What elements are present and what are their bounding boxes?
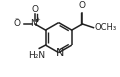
Text: O: O — [14, 19, 21, 28]
Text: O: O — [79, 1, 86, 10]
Text: +: + — [36, 17, 41, 22]
Text: OCH₃: OCH₃ — [94, 23, 117, 32]
Text: O: O — [31, 5, 38, 14]
Text: N: N — [55, 48, 64, 58]
Text: H₂N: H₂N — [28, 51, 45, 60]
Text: ⁻: ⁻ — [14, 15, 18, 24]
Text: N: N — [31, 19, 37, 28]
